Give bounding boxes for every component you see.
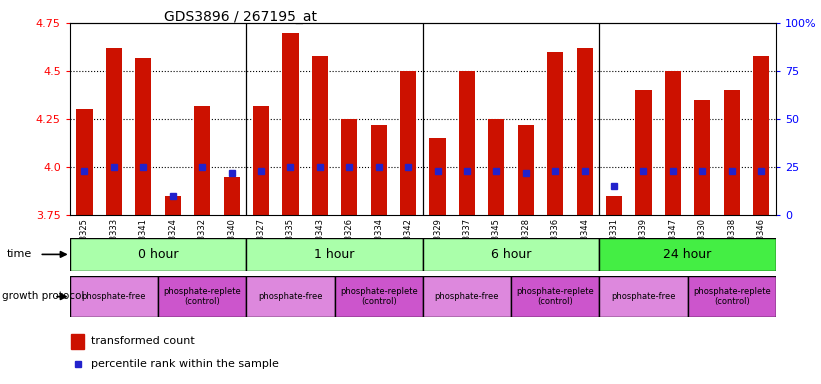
Bar	[246, 238, 423, 271]
Text: phosphate-free: phosphate-free	[434, 292, 499, 301]
Bar	[488, 119, 504, 215]
Bar	[71, 334, 84, 349]
Text: GDS3896 / 267195_at: GDS3896 / 267195_at	[164, 10, 317, 23]
Bar	[165, 196, 181, 215]
Bar	[547, 52, 563, 215]
Bar	[70, 238, 246, 271]
Bar	[106, 48, 122, 215]
Bar	[70, 276, 158, 317]
Bar	[665, 71, 681, 215]
Text: phosphate-free: phosphate-free	[81, 292, 146, 301]
Text: 1 hour: 1 hour	[314, 248, 355, 261]
Text: phosphate-free: phosphate-free	[611, 292, 676, 301]
Bar	[599, 276, 688, 317]
Bar	[253, 106, 269, 215]
Bar	[695, 100, 710, 215]
Text: phosphate-replete
(control): phosphate-replete (control)	[340, 287, 418, 306]
Text: phosphate-free: phosphate-free	[258, 292, 323, 301]
Bar	[423, 238, 599, 271]
Bar	[76, 109, 93, 215]
Bar	[687, 276, 776, 317]
Bar	[223, 177, 240, 215]
Bar	[635, 90, 652, 215]
Bar	[370, 125, 387, 215]
Text: phosphate-replete
(control): phosphate-replete (control)	[163, 287, 241, 306]
Bar	[282, 33, 299, 215]
Bar	[459, 71, 475, 215]
Bar	[599, 238, 776, 271]
Text: growth protocol: growth protocol	[2, 291, 84, 301]
Text: 6 hour: 6 hour	[491, 248, 531, 261]
Text: percentile rank within the sample: percentile rank within the sample	[91, 359, 279, 369]
Bar	[335, 276, 423, 317]
Bar	[194, 106, 210, 215]
Text: 0 hour: 0 hour	[138, 248, 178, 261]
Bar	[576, 48, 593, 215]
Text: phosphate-replete
(control): phosphate-replete (control)	[693, 287, 771, 306]
Bar	[753, 56, 769, 215]
Text: phosphate-replete
(control): phosphate-replete (control)	[516, 287, 594, 306]
Bar	[158, 276, 246, 317]
Bar	[342, 119, 357, 215]
Bar	[400, 71, 416, 215]
Bar	[312, 56, 328, 215]
Bar	[723, 90, 740, 215]
Bar	[606, 196, 622, 215]
Text: transformed count: transformed count	[91, 336, 195, 346]
Bar	[518, 125, 534, 215]
Bar	[246, 276, 335, 317]
Bar	[423, 276, 511, 317]
Bar	[511, 276, 599, 317]
Text: time: time	[7, 249, 32, 259]
Bar	[429, 138, 446, 215]
Bar	[135, 58, 151, 215]
Text: 24 hour: 24 hour	[663, 248, 712, 261]
